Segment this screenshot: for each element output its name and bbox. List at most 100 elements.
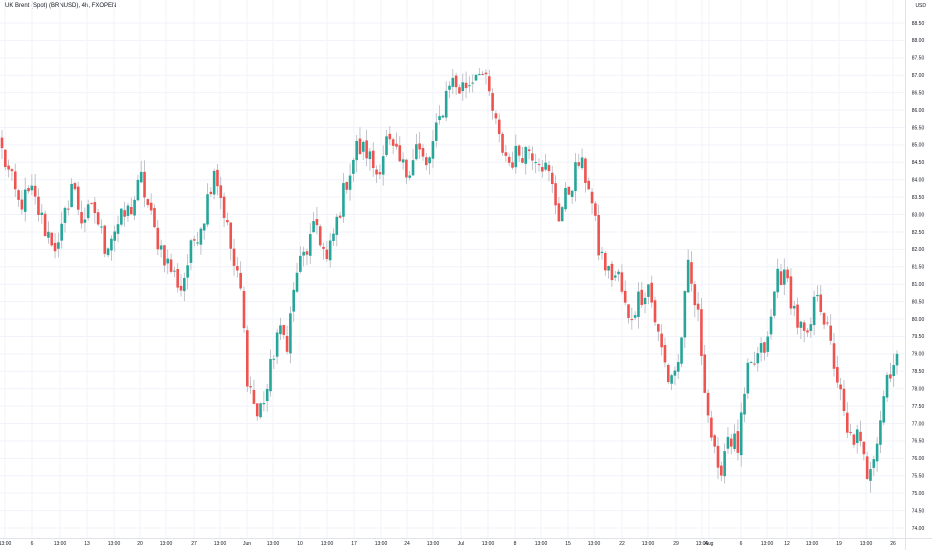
candle-body (647, 284, 650, 297)
candle-body (534, 162, 537, 164)
candle-body (451, 77, 455, 87)
candle-body (769, 316, 773, 335)
candle-body (869, 469, 872, 481)
y-tick-label: 88.00 (912, 38, 925, 44)
candle-body (365, 140, 368, 159)
candle-body (219, 185, 223, 198)
y-tick-label: 75.50 (912, 474, 925, 480)
y-tick-label: 77.00 (912, 421, 925, 427)
candle-body (23, 189, 27, 212)
candle-body (255, 403, 259, 417)
y-tick-label: 79.00 (912, 352, 925, 358)
candle-body (86, 204, 90, 219)
candle-body (544, 162, 547, 170)
candle-body (710, 417, 713, 438)
candle-body (53, 242, 57, 252)
candle-body (839, 384, 842, 390)
candle-body (587, 180, 591, 190)
candle-body (245, 330, 249, 387)
candle-body (332, 233, 335, 241)
candle-body (70, 183, 73, 208)
candle-body (753, 363, 756, 365)
candle-body (183, 277, 186, 292)
candle-body (670, 375, 673, 384)
x-tick-label: 15 (565, 541, 571, 547)
candle-body (302, 251, 305, 256)
candle-body (637, 291, 640, 317)
x-tick-label: 13:00 (160, 541, 173, 547)
candle-body (773, 291, 776, 316)
candle-body (375, 169, 378, 175)
candle-body (653, 300, 657, 323)
y-tick-label: 86.00 (912, 108, 925, 114)
candle-body (630, 319, 634, 321)
x-tick-label: Jul (458, 541, 464, 547)
x-tick-label: 10 (297, 541, 303, 547)
candle-body (756, 353, 760, 364)
x-tick-label: 13:00 (214, 541, 227, 547)
candle-body (696, 303, 700, 310)
candle-body (468, 85, 471, 87)
candle-body (481, 73, 484, 75)
candle-body (96, 212, 100, 225)
candle-body (560, 207, 564, 222)
candle-body (106, 248, 110, 256)
candle-body (47, 231, 50, 238)
candle-body (395, 143, 398, 147)
candle-body (554, 183, 557, 206)
y-tick-label: 76.50 (912, 439, 925, 445)
candle-body (627, 304, 630, 319)
candle-body (57, 242, 60, 249)
candle-body (113, 231, 117, 241)
candle-body (229, 222, 233, 249)
candle-body (295, 272, 299, 292)
candle-body (232, 248, 236, 266)
candle-body (13, 171, 17, 190)
candle-body (431, 141, 435, 159)
candle-body (156, 227, 160, 250)
candle-body (693, 284, 697, 306)
candle-body (308, 234, 312, 256)
candle-body (666, 364, 670, 383)
candle-body (173, 270, 176, 272)
candle-body (610, 263, 614, 281)
candle-body (335, 216, 339, 235)
candle-body (643, 297, 647, 305)
y-tick-label: 85.50 (912, 125, 925, 131)
candle-body (862, 441, 866, 455)
candle-body (110, 238, 113, 251)
y-tick-label: 83.00 (912, 212, 925, 218)
candle-body (126, 205, 130, 216)
candle-body (819, 294, 823, 312)
candle-body (683, 291, 687, 338)
candle-body (424, 157, 428, 166)
x-tick-label: 17 (351, 541, 357, 547)
candle-body (600, 251, 604, 254)
candle-body (418, 143, 421, 150)
candle-body (20, 199, 24, 210)
candle-body (531, 153, 534, 161)
candle-body (103, 225, 107, 254)
candle-body (491, 93, 494, 111)
candle-body (617, 271, 620, 275)
candle-body (859, 431, 862, 442)
candle-body (315, 219, 319, 226)
candle-body (749, 362, 753, 364)
candle-body (10, 169, 14, 172)
y-tick-label: 84.50 (912, 160, 925, 166)
candle-body (633, 315, 637, 318)
candle-body (342, 183, 345, 217)
candle-body (703, 354, 707, 393)
x-tick-label: 13:00 (642, 541, 655, 547)
y-tick-label: 80.00 (912, 317, 925, 323)
candle-body (328, 240, 332, 261)
candle-body (875, 443, 879, 462)
candle-body (338, 215, 342, 218)
candle-body (826, 322, 829, 324)
y-tick-label: 87.00 (912, 73, 925, 79)
candle-body (454, 75, 458, 88)
candle-body (345, 181, 349, 190)
candle-body (352, 159, 355, 174)
candle-body (895, 353, 899, 366)
